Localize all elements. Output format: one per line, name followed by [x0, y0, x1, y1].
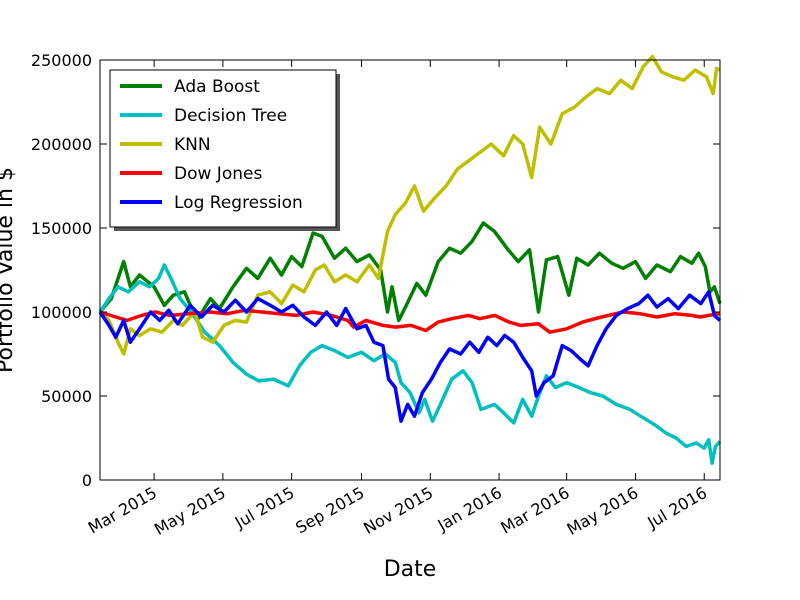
legend-label-dow-jones: Dow Jones — [174, 164, 262, 184]
y-tick-label: 100000 — [31, 303, 92, 322]
legend-label-decision-tree: Decision Tree — [174, 106, 287, 126]
y-tick-label: 250000 — [31, 51, 92, 70]
y-tick-label: 50000 — [41, 387, 92, 406]
y-axis-title: Portfolio Value in $ — [0, 167, 18, 373]
legend-label-knn: KNN — [174, 135, 211, 155]
series-line-log-regression — [98, 290, 722, 423]
series-line-ada-boost — [98, 221, 722, 323]
legend-label-ada-boost: Ada Boost — [174, 77, 260, 97]
y-axis: 0 50000 100000 150000 200000 250000 — [31, 51, 720, 490]
x-axis-title: Date — [384, 557, 437, 582]
plot-lines — [98, 54, 722, 465]
legend-label-log-regression: Log Regression — [174, 193, 303, 213]
y-tick-label: 0 — [82, 471, 92, 490]
y-tick-label: 200000 — [31, 135, 92, 154]
plot-frame — [99, 59, 721, 481]
y-tick-label: 150000 — [31, 219, 92, 238]
series-line-knn — [98, 54, 721, 356]
legend: Ada Boost Decision Tree KNN Dow Jones Log Re… — [109, 69, 340, 231]
